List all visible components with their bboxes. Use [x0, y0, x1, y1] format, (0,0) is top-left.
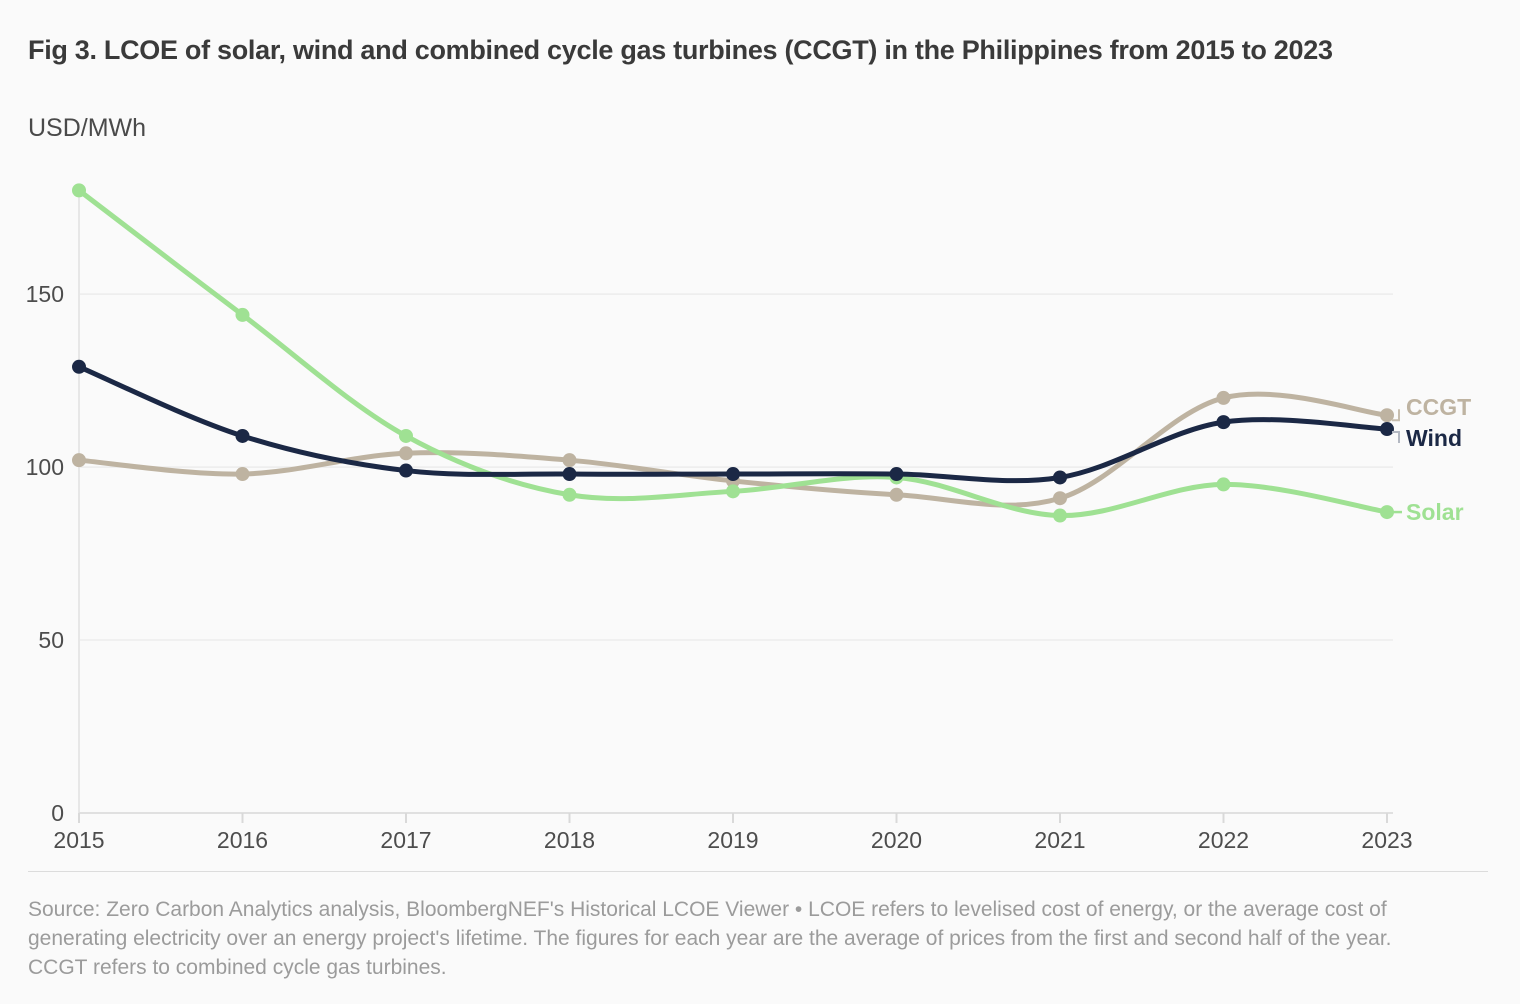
- point-wind-2023: [1380, 422, 1394, 437]
- point-solar-2019: [726, 484, 740, 499]
- point-ccgt-2022: [1216, 390, 1231, 405]
- series-end-label-wind: Wind: [1406, 425, 1462, 452]
- point-ccgt-2020: [889, 487, 904, 502]
- y-axis-label-50: 50: [38, 627, 64, 654]
- point-wind-2022: [1216, 415, 1231, 430]
- x-axis-label-2018: 2018: [543, 827, 596, 853]
- line-wind: [76, 364, 1390, 484]
- x-axis-label-2019: 2019: [707, 827, 759, 853]
- point-wind-2015: [72, 359, 86, 374]
- chart-unit-label: USD/MWh: [28, 114, 147, 142]
- point-solar-2016: [235, 307, 250, 322]
- y-axis-label-0: 0: [51, 800, 64, 826]
- source-note: Source: Zero Carbon Analytics analysis, …: [28, 898, 1392, 979]
- footer-divider: [28, 871, 1488, 872]
- series-end-label-solar: Solar: [1406, 499, 1464, 526]
- point-ccgt-2015: [72, 453, 86, 468]
- series-end-label-ccgt: CCGT: [1406, 394, 1472, 421]
- point-ccgt-2018: [562, 453, 577, 468]
- x-axis-label-2016: 2016: [216, 827, 269, 853]
- point-wind-2019: [726, 467, 740, 482]
- leader-wind: [1392, 431, 1400, 444]
- x-axis-label-2021: 2021: [1034, 827, 1086, 853]
- point-wind-2018: [562, 467, 577, 482]
- point-solar-2015: [72, 183, 86, 198]
- line-ccgt: [76, 391, 1390, 508]
- y-axis-label-100: 100: [25, 454, 64, 481]
- point-solar-2022: [1216, 477, 1231, 492]
- point-solar-2021: [1053, 508, 1067, 523]
- point-wind-2020: [889, 467, 904, 482]
- point-wind-2017: [399, 463, 413, 478]
- line-solar: [76, 187, 1390, 519]
- x-axis-label-2015: 2015: [53, 827, 105, 853]
- point-wind-2021: [1053, 470, 1067, 485]
- point-ccgt-2016: [235, 467, 250, 482]
- point-solar-2018: [562, 487, 577, 502]
- y-axis-label-150: 150: [25, 281, 64, 308]
- point-solar-2023: [1380, 505, 1394, 520]
- point-ccgt-2019: [726, 473, 740, 488]
- point-solar-2020: [889, 470, 904, 485]
- point-solar-2017: [399, 428, 413, 443]
- point-ccgt-2023: [1380, 408, 1394, 423]
- leader-ccgt: [1392, 409, 1400, 422]
- x-axis-label-2022: 2022: [1197, 827, 1250, 853]
- x-axis-label-2023: 2023: [1361, 827, 1413, 853]
- point-ccgt-2021: [1053, 491, 1067, 506]
- point-ccgt-2017: [399, 446, 413, 461]
- point-wind-2016: [235, 428, 250, 443]
- x-axis-label-2020: 2020: [870, 827, 923, 853]
- x-axis-label-2017: 2017: [380, 827, 432, 853]
- chart-title: Fig 3. LCOE of solar, wind and combined …: [28, 35, 1333, 65]
